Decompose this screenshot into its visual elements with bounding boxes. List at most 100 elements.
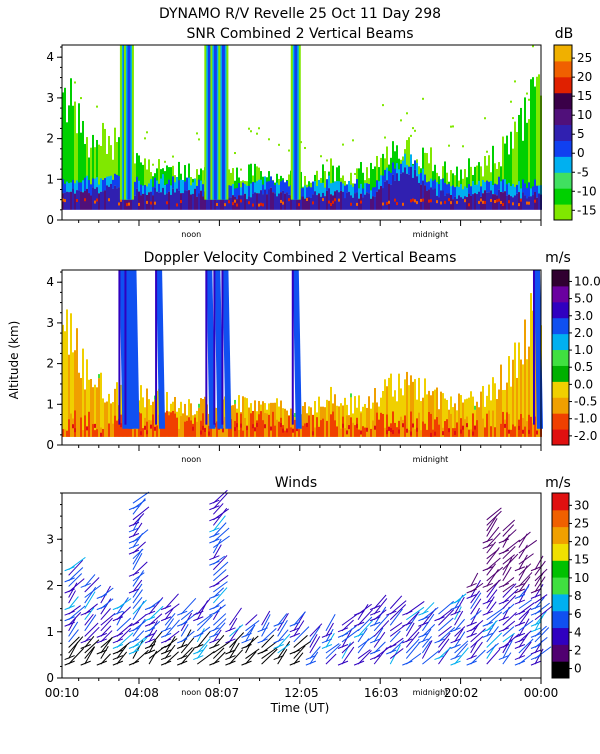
wind-barb xyxy=(369,655,381,661)
snr-cell xyxy=(232,183,234,196)
doppler-cell xyxy=(70,413,72,437)
wind-barb xyxy=(482,621,493,627)
doppler-cell xyxy=(528,414,530,437)
snr-cell xyxy=(492,185,494,195)
snr-cell xyxy=(358,188,360,199)
doppler-cell xyxy=(64,429,66,437)
y-tick-label: 3 xyxy=(46,316,54,330)
snr-speck xyxy=(342,143,344,146)
doppler-cell xyxy=(274,425,276,437)
y-tick-label: 1 xyxy=(46,625,54,639)
snr-cell xyxy=(154,201,156,205)
wind-barb xyxy=(241,660,252,666)
snr-cell xyxy=(136,188,138,210)
wind-barb xyxy=(144,616,156,622)
wind-barb xyxy=(144,638,156,644)
wind-barb xyxy=(68,596,79,609)
snr-cell xyxy=(430,187,432,210)
doppler-cell xyxy=(314,401,316,437)
snr-cell xyxy=(164,171,166,195)
wind-barb xyxy=(144,649,156,655)
doppler-cell xyxy=(132,427,134,437)
snr-cell xyxy=(398,169,400,181)
snr-speck xyxy=(450,125,452,128)
doppler-cell xyxy=(372,420,374,437)
doppler-cell xyxy=(78,372,80,437)
snr-cell xyxy=(152,195,154,210)
doppler-cell xyxy=(142,428,144,437)
snr-cell xyxy=(440,201,442,205)
doppler-cell xyxy=(426,394,428,437)
doppler-cell xyxy=(428,412,430,437)
doppler-cell xyxy=(522,364,524,437)
snr-speck xyxy=(532,45,534,48)
doppler-cell xyxy=(504,423,506,428)
doppler-cell xyxy=(524,426,526,437)
snr-cell xyxy=(274,185,276,194)
doppler-cell xyxy=(74,410,76,437)
snr-cell xyxy=(354,193,356,210)
y-tick-label: 2 xyxy=(46,132,54,146)
snr-cell xyxy=(364,194,366,210)
wind-barb xyxy=(213,651,226,665)
snr-cell xyxy=(302,196,304,210)
snr-cell xyxy=(76,180,78,191)
doppler-cell xyxy=(360,413,362,437)
snr-cell xyxy=(134,195,136,210)
wind-barb xyxy=(132,583,143,598)
wind-barb xyxy=(293,652,304,665)
doppler-cell xyxy=(68,419,70,437)
snr-cell xyxy=(138,155,140,192)
snr-cell xyxy=(326,190,328,210)
doppler-cell xyxy=(234,427,236,432)
doppler-cell xyxy=(274,402,276,437)
snr-cell xyxy=(456,198,458,210)
doppler-cell xyxy=(386,386,388,437)
wind-barb xyxy=(325,628,334,643)
doppler-cell xyxy=(374,425,376,430)
wind-barb xyxy=(196,598,211,615)
snr-cell xyxy=(332,165,334,196)
snr-cell xyxy=(476,165,478,195)
wind-barb xyxy=(341,641,355,654)
snr-cell xyxy=(278,184,280,194)
snr-cell xyxy=(64,87,66,193)
snr-cell xyxy=(256,166,258,194)
time-marker-label: midnight xyxy=(413,455,449,464)
doppler-cell xyxy=(112,402,114,437)
wind-barb xyxy=(325,614,336,632)
doppler-cell xyxy=(94,423,96,428)
snr-cell xyxy=(306,198,308,202)
wind-barb xyxy=(164,619,180,637)
snr-cell xyxy=(260,179,262,191)
snr-cell xyxy=(170,185,172,195)
snr-cell xyxy=(484,190,486,210)
doppler-cell xyxy=(534,416,536,437)
snr-cell xyxy=(168,179,170,192)
wind-barb xyxy=(518,563,532,576)
wind-barb xyxy=(160,627,172,633)
doppler-cell xyxy=(94,430,96,437)
snr-cell xyxy=(362,188,364,198)
plot-frame xyxy=(61,44,542,221)
snr-cell xyxy=(150,179,152,192)
wind-barb xyxy=(486,566,504,582)
doppler-cell xyxy=(224,396,226,437)
snr-cell xyxy=(476,194,478,210)
doppler-cell xyxy=(216,421,218,437)
wind-barb xyxy=(64,616,75,622)
wind-barb xyxy=(498,655,509,661)
snr-cell xyxy=(162,174,164,188)
wind-barb xyxy=(225,655,236,661)
wind-barb xyxy=(502,553,519,571)
snr-cell xyxy=(454,175,456,197)
snr-cell xyxy=(102,179,104,192)
wind-barb xyxy=(212,522,227,537)
wind-barb xyxy=(369,649,381,655)
colorbar-swatch xyxy=(552,661,569,679)
x-tick-label: 00:00 xyxy=(524,686,559,700)
doppler-cell xyxy=(172,410,174,437)
doppler-cell xyxy=(104,402,106,437)
wind-barb xyxy=(68,559,84,576)
wind-barb xyxy=(112,649,124,655)
